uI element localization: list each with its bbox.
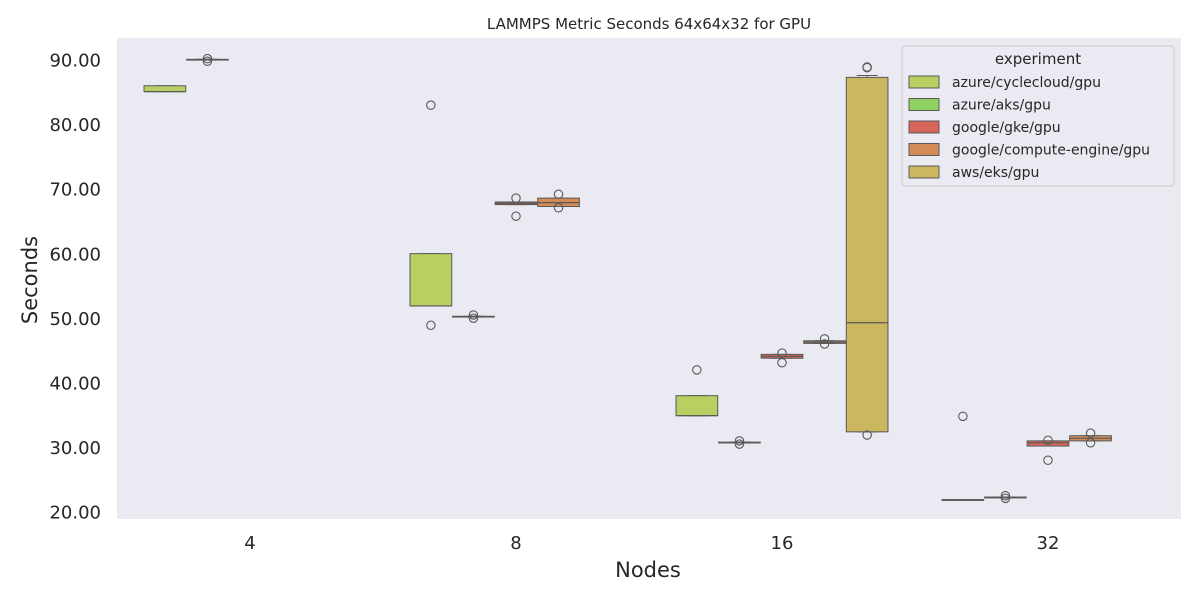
y-axis: 20.00 30.00 40.00 50.00 60.00 70.00 80.00 90.00 xyxy=(49,51,101,524)
legend-swatch xyxy=(908,120,940,134)
legend-label: azure/cyclecloud/gpu xyxy=(952,75,1101,91)
box-azure-aks-gpu-32 xyxy=(984,491,1027,504)
y-tick-label: 20.00 xyxy=(49,503,101,524)
legend: experiment azure/cyclecloud/gpu azure/aks… xyxy=(901,45,1175,187)
box-google-compute-engine-gpu-16 xyxy=(803,334,846,349)
legend-item-azure-aks-gpu: azure/aks/gpu xyxy=(908,98,1051,114)
y-tick-label: 60.00 xyxy=(49,244,101,265)
outlier-point xyxy=(862,430,872,440)
y-axis-label: Seconds xyxy=(18,236,42,324)
legend-item-aws-eks-gpu: aws/eks/gpu xyxy=(908,165,1039,181)
outlier-point xyxy=(202,56,213,66)
legend-swatch xyxy=(908,143,940,156)
series-azure-aks-gpu xyxy=(186,53,1027,504)
box-series-group xyxy=(143,53,1112,504)
chart-title: LAMMPS Metric Seconds 64x64x32 for GPU xyxy=(487,15,811,33)
y-tick-label: 50.00 xyxy=(49,309,101,330)
y-tick-label: 90.00 xyxy=(49,51,101,72)
box-google-compute-engine-gpu-8 xyxy=(537,189,580,213)
outlier-point xyxy=(1000,491,1011,501)
box-azure-aks-gpu-16 xyxy=(718,436,761,449)
box-iqr xyxy=(409,253,453,307)
legend-swatch xyxy=(908,165,940,179)
x-tick-label: 8 xyxy=(510,533,521,554)
legend-item-azure-cyclecloud-gpu: azure/cyclecloud/gpu xyxy=(908,75,1101,91)
legend-frame xyxy=(901,45,1175,187)
x-axis: 4 8 16 32 xyxy=(244,533,1059,554)
series-azure-cyclecloud-gpu xyxy=(143,85,985,501)
outlier-point xyxy=(819,339,830,349)
legend-label: aws/eks/gpu xyxy=(952,165,1039,181)
box-iqr xyxy=(845,76,889,433)
y-tick-label: 80.00 xyxy=(49,115,101,136)
box-azure-cyclecloud-gpu-16 xyxy=(675,365,719,417)
box-google-compute-engine-gpu-32 xyxy=(1069,428,1112,448)
box-azure-cyclecloud-gpu-8 xyxy=(409,100,453,331)
box-iqr xyxy=(1026,440,1070,447)
outlier-point xyxy=(958,411,968,422)
outlier-point xyxy=(777,348,787,358)
x-tick-label: 4 xyxy=(244,533,255,554)
outlier-point xyxy=(1043,455,1053,465)
legend-swatch xyxy=(908,98,940,111)
legend-label: azure/aks/gpu xyxy=(952,98,1051,114)
box-azure-cyclecloud-gpu-32 xyxy=(941,411,985,501)
y-tick-label: 30.00 xyxy=(49,438,101,459)
outlier-point xyxy=(777,358,787,368)
outlier-point xyxy=(1043,435,1053,445)
outlier-point xyxy=(1085,428,1096,438)
outlier-point xyxy=(426,320,436,331)
outlier-point xyxy=(511,193,521,203)
box-azure-aks-gpu-8 xyxy=(452,310,495,323)
outlier-point xyxy=(734,436,745,446)
series-google-compute-engine-gpu xyxy=(537,189,1112,448)
box-iqr xyxy=(143,85,187,93)
x-tick-label: 16 xyxy=(771,533,794,554)
y-tick-label: 40.00 xyxy=(49,373,101,394)
series-google-gke-gpu xyxy=(494,193,1070,465)
series-aws-eks-gpu xyxy=(845,62,889,440)
outlier-point xyxy=(553,203,564,213)
outlier-point xyxy=(426,100,436,110)
outlier-point xyxy=(468,310,479,320)
outlier-point xyxy=(1085,438,1096,448)
outlier-point xyxy=(553,189,564,199)
box-azure-cyclecloud-gpu-4 xyxy=(143,85,187,93)
legend-item-google-compute-engine-gpu: google/compute-engine/gpu xyxy=(908,143,1150,159)
outlier-point xyxy=(1000,493,1011,504)
outlier-point xyxy=(511,211,521,221)
outlier-point xyxy=(692,365,702,375)
legend-item-google-gke-gpu: google/gke/gpu xyxy=(908,120,1061,136)
outlier-point xyxy=(734,439,745,449)
x-axis-label: Nodes xyxy=(615,558,681,582)
y-tick-label: 70.00 xyxy=(49,180,101,201)
outlier-point xyxy=(862,62,872,73)
outlier-point xyxy=(468,313,479,323)
box-google-gke-gpu-16 xyxy=(760,348,804,368)
legend-label: google/compute-engine/gpu xyxy=(952,143,1150,159)
legend-swatch xyxy=(908,75,940,89)
outlier-point xyxy=(202,53,213,64)
outlier-point xyxy=(819,334,830,344)
box-aws-eks-gpu-16 xyxy=(845,62,889,440)
legend-label: google/gke/gpu xyxy=(952,120,1061,136)
box-google-gke-gpu-8 xyxy=(494,193,538,221)
box-iqr xyxy=(675,395,719,417)
x-tick-label: 32 xyxy=(1037,533,1060,554)
legend-title: experiment xyxy=(995,50,1081,68)
box-azure-aks-gpu-4 xyxy=(186,53,229,66)
box-google-gke-gpu-32 xyxy=(1026,435,1070,465)
